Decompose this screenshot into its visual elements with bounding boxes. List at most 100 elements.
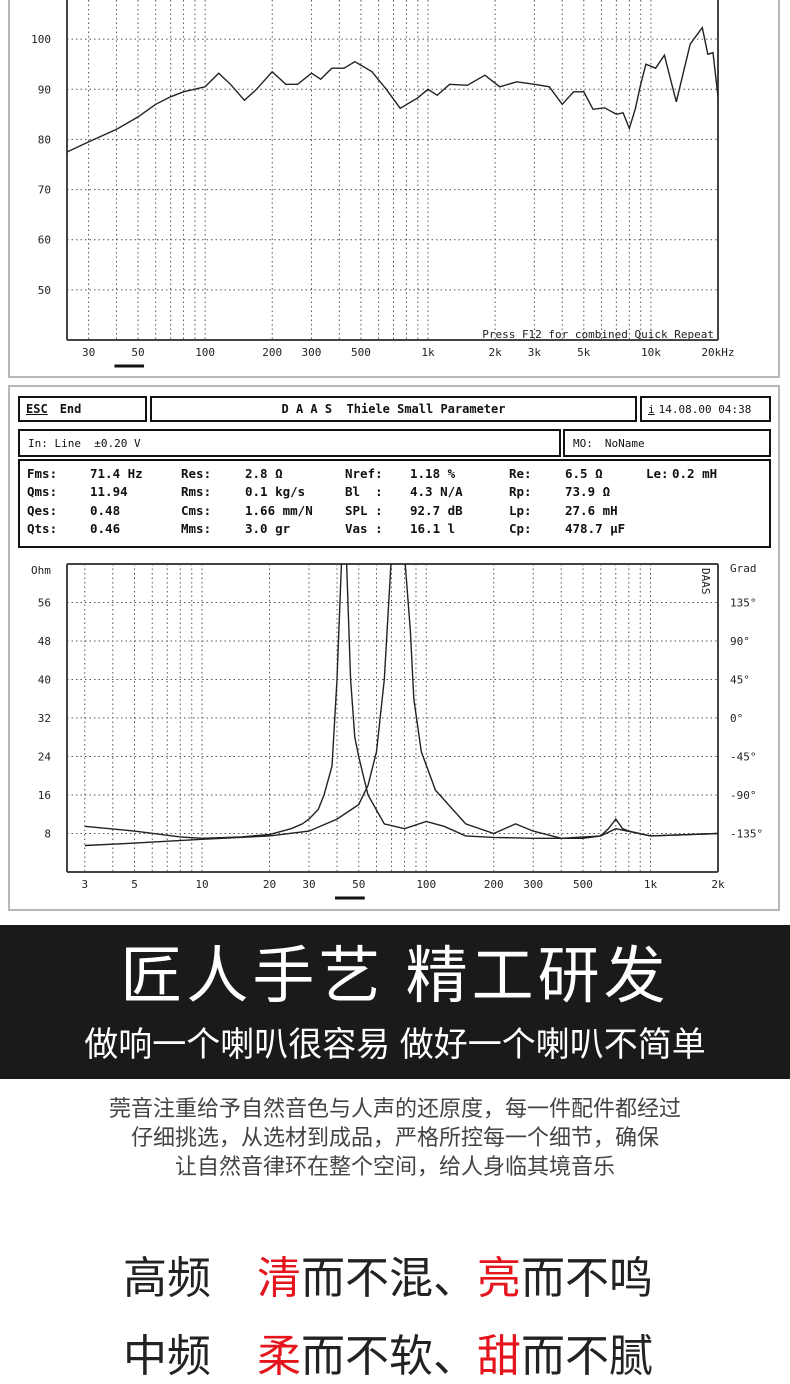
param-value: 478.7 µF bbox=[565, 521, 626, 536]
slogan-text: 而不混、 bbox=[301, 1254, 477, 1303]
slogan-label: 中频 bbox=[123, 1332, 211, 1381]
y-tick-label: 56 bbox=[38, 597, 51, 610]
param-value: 11.94 bbox=[90, 484, 128, 499]
series-line bbox=[84, 564, 718, 840]
x-tick-label: 200 bbox=[484, 878, 504, 891]
x-tick-label: 2k bbox=[488, 346, 502, 359]
slogan-high: 高频 清而不混、亮而不鸣 bbox=[123, 1252, 653, 1306]
param-label: Qts: bbox=[27, 521, 58, 536]
x-tick-label: 500 bbox=[573, 878, 593, 891]
y2-tick-label: 90° bbox=[730, 635, 750, 648]
y2-tick-label: 0° bbox=[730, 712, 743, 725]
param-label: Fms: bbox=[27, 466, 58, 481]
y-tick-label: 16 bbox=[38, 789, 51, 802]
param-label: Re: bbox=[509, 466, 532, 481]
param-label: Lp: bbox=[509, 503, 532, 518]
x-tick-label: 10k bbox=[641, 346, 661, 359]
datetime: 14.08.00 04:38 bbox=[658, 402, 752, 416]
param-value: 2.8 Ω bbox=[245, 466, 283, 481]
x-tick-label: 20 bbox=[263, 878, 276, 891]
daas-title: D A A S Thiele Small Parameter bbox=[281, 402, 506, 416]
chart-annotation: Press F12 for combined Quick Repeat bbox=[482, 328, 714, 341]
param-value: 0.2 mH bbox=[672, 466, 718, 481]
param-label: Le: bbox=[646, 466, 669, 481]
param-label: Nref: bbox=[345, 466, 383, 481]
param-value: 71.4 Hz bbox=[90, 466, 143, 481]
param-label: Rp: bbox=[509, 484, 532, 499]
y-axis-label: Ohm bbox=[31, 564, 51, 577]
description: 莞音注重给予自然音色与人声的还原度，每一件配件都经过 仔细挑选，从选材到成品，严… bbox=[0, 1094, 790, 1181]
description-line: 仔细挑选，从选材到成品，严格所控每一个细节，确保 bbox=[130, 1125, 659, 1150]
input-box: In: Line ±0.20 V bbox=[18, 429, 561, 457]
x-tick-label: 100 bbox=[416, 878, 436, 891]
x-tick-label: 5k bbox=[577, 346, 591, 359]
slogan-text: 而不鸣 bbox=[521, 1254, 653, 1303]
slogan-text: 而不软、 bbox=[301, 1332, 477, 1381]
param-value: 0.1 kg/s bbox=[245, 484, 306, 499]
description-line: 莞音注重给予自然音色与人声的还原度，每一件配件都经过 bbox=[108, 1096, 681, 1121]
model-box: MO: NoName bbox=[563, 429, 771, 457]
banner: 匠人手艺 精工研发 做响一个喇叭很容易 做好一个喇叭不简单 bbox=[0, 925, 790, 1079]
slogan-mid: 中频 柔而不软、甜而不腻 bbox=[123, 1330, 653, 1384]
param-label: Vas : bbox=[345, 521, 383, 536]
y2-tick-label: 135° bbox=[730, 597, 757, 610]
param-value: 0.48 bbox=[90, 503, 121, 518]
x-tick-label: 300 bbox=[523, 878, 543, 891]
end-label: End bbox=[59, 402, 82, 416]
param-value: 92.7 dB bbox=[410, 503, 463, 518]
x-tick-label: 50 bbox=[352, 878, 365, 891]
y2-tick-label: -90° bbox=[730, 789, 757, 802]
x-tick-label: 1k bbox=[644, 878, 658, 891]
series-line bbox=[84, 564, 718, 847]
param-label: SPL : bbox=[345, 503, 383, 518]
highlight: 甜 bbox=[477, 1332, 521, 1381]
model-value: NoName bbox=[604, 436, 645, 450]
esc-label: ESC bbox=[26, 402, 48, 416]
esc-end-button[interactable]: ESC End bbox=[18, 396, 147, 422]
highlight: 亮 bbox=[477, 1254, 521, 1303]
x-tick-label: 3k bbox=[528, 346, 542, 359]
y-tick-label: 24 bbox=[38, 751, 52, 764]
param-label: Rms: bbox=[181, 484, 212, 499]
x-tick-label: 100 bbox=[195, 346, 215, 359]
x-tick-label: 300 bbox=[302, 346, 322, 359]
info-icon[interactable]: i bbox=[648, 402, 655, 416]
daas-watermark: DAAS bbox=[699, 568, 712, 595]
param-value: 16.1 l bbox=[410, 521, 456, 536]
y-tick-label: 50 bbox=[38, 284, 51, 297]
param-value: 27.6 mH bbox=[565, 503, 618, 518]
frequency-response-chart: 30 50 100 200 300 500 1k 2k 3k 5k 10k 20kHz 50 60 70 80… bbox=[31, 0, 735, 368]
param-label: Res: bbox=[181, 466, 212, 481]
slogan-text: 而不腻 bbox=[521, 1332, 653, 1381]
param-value: 1.18 % bbox=[410, 466, 456, 481]
x-tick-label: 500 bbox=[351, 346, 371, 359]
param-label: Cp: bbox=[509, 521, 532, 536]
x-tick-label: 50 bbox=[131, 346, 144, 359]
daas-title-box: D A A S Thiele Small Parameter bbox=[150, 396, 637, 422]
impedance-chart: 3 5 10 20 30 50 100 200 300 500 1k 2k 8 -135° 16 -90° 24… bbox=[31, 562, 763, 900]
param-label: Qms: bbox=[27, 484, 58, 499]
y-tick-label: 60 bbox=[38, 234, 51, 247]
y-tick-label: 90 bbox=[38, 83, 51, 96]
x-tick-label: 10 bbox=[195, 878, 208, 891]
x-tick-label: 1k bbox=[421, 346, 435, 359]
param-label: Mms: bbox=[181, 521, 212, 536]
param-value: 0.46 bbox=[90, 521, 121, 536]
y-tick-label: 32 bbox=[38, 712, 51, 725]
x-tick-label: 5 bbox=[131, 878, 138, 891]
param-value: 3.0 gr bbox=[245, 521, 291, 536]
series-line bbox=[67, 25, 718, 153]
model-label: MO: bbox=[573, 436, 593, 450]
y-tick-label: 70 bbox=[38, 184, 51, 197]
param-value: 1.66 mm/N bbox=[245, 503, 313, 518]
banner-subtitle: 做响一个喇叭很容易 做好一个喇叭不简单 bbox=[84, 1026, 706, 1064]
param-label: Qes: bbox=[27, 503, 58, 518]
y-tick-label: 8 bbox=[44, 828, 51, 841]
y2-tick-label: -45° bbox=[730, 751, 757, 764]
y-tick-label: 100 bbox=[31, 33, 51, 46]
input-setting: In: Line ±0.20 V bbox=[28, 436, 141, 450]
param-value: 6.5 Ω bbox=[565, 466, 603, 481]
daas-panel bbox=[8, 385, 780, 911]
x-tick-label: 30 bbox=[82, 346, 95, 359]
param-label: Cms: bbox=[181, 503, 212, 518]
